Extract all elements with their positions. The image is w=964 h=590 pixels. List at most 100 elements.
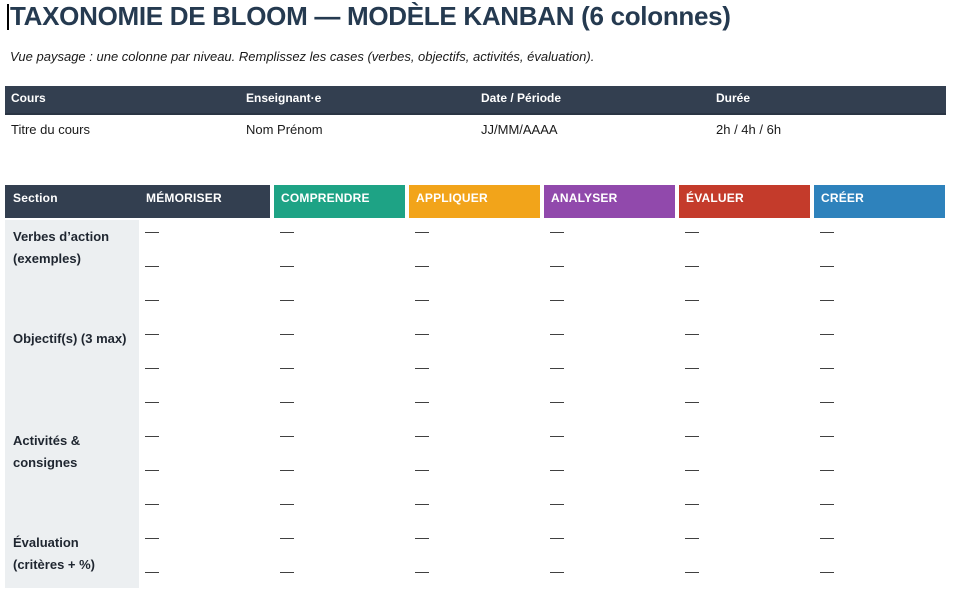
section-label-verbes: Verbes d’action (exemples)	[13, 229, 110, 266]
kanban-cell[interactable]: —	[415, 393, 429, 409]
kanban-cell[interactable]: —	[145, 529, 159, 545]
kanban-cell[interactable]: —	[145, 563, 159, 579]
kanban-cell[interactable]: —	[685, 461, 699, 477]
kanban-cell[interactable]: —	[820, 325, 834, 341]
section-label-objectifs: Objectif(s) (3 max)	[13, 331, 127, 346]
kanban-cell[interactable]: —	[685, 223, 699, 239]
page-title: TAXONOMIE DE BLOOM — MODÈLE KANBAN (6 co…	[10, 1, 731, 31]
kanban-cell[interactable]: —	[145, 495, 159, 511]
kanban-cell[interactable]: —	[415, 529, 429, 545]
kanban-cell[interactable]: —	[820, 495, 834, 511]
kanban-cell[interactable]: —	[145, 393, 159, 409]
date-cell[interactable]: JJ/MM/AAAA	[481, 122, 558, 137]
kanban-cell[interactable]: —	[820, 563, 834, 579]
kanban-cell[interactable]: —	[415, 223, 429, 239]
kanban-cell[interactable]: —	[550, 529, 564, 545]
text-cursor	[7, 4, 9, 30]
kanban-cell[interactable]: —	[415, 257, 429, 273]
kanban-cell[interactable]: —	[685, 495, 699, 511]
kanban-cell[interactable]: —	[685, 563, 699, 579]
kanban-cell[interactable]: —	[820, 359, 834, 375]
kanban-cell[interactable]: —	[280, 495, 294, 511]
kanban-cell[interactable]: —	[550, 257, 564, 273]
kanban-cell[interactable]: —	[820, 427, 834, 443]
section-label-activites: Activités & consignes	[13, 433, 81, 470]
kanban-cell[interactable]: —	[280, 291, 294, 307]
kanban-cell[interactable]: —	[685, 427, 699, 443]
kanban-cell[interactable]: —	[685, 359, 699, 375]
kanban-column-analyser: — — — — — — — — — — —	[544, 220, 675, 588]
kanban-cell[interactable]: —	[280, 461, 294, 477]
kanban-cell[interactable]: —	[685, 393, 699, 409]
kanban-cell[interactable]: —	[145, 223, 159, 239]
kanban-cell[interactable]: —	[820, 393, 834, 409]
kanban-cell[interactable]: —	[550, 291, 564, 307]
kanban-cell[interactable]: —	[685, 257, 699, 273]
column-header-creer: CRÉER	[814, 185, 945, 218]
column-header-appliquer: APPLIQUER	[409, 185, 540, 218]
kanban-cell[interactable]: —	[145, 427, 159, 443]
page-subtitle: Vue paysage : une colonne par niveau. Re…	[10, 49, 595, 64]
teacher-name-cell[interactable]: Nom Prénom	[246, 122, 323, 137]
kanban-cell[interactable]: —	[550, 393, 564, 409]
kanban-column-comprendre: — — — — — — — — — — —	[274, 220, 405, 588]
column-header-enseignant: Enseignant·e	[246, 91, 322, 105]
column-header-duree: Durée	[716, 91, 751, 105]
kanban-cell[interactable]: —	[415, 359, 429, 375]
kanban-cell[interactable]: —	[145, 291, 159, 307]
kanban-cell[interactable]: —	[820, 291, 834, 307]
kanban-cell[interactable]: —	[280, 427, 294, 443]
kanban-header-row: Section MÉMORISER COMPRENDRE APPLIQUER A…	[5, 185, 946, 218]
column-header-evaluer: ÉVALUER	[679, 185, 810, 218]
kanban-cell[interactable]: —	[550, 461, 564, 477]
kanban-cell[interactable]: —	[685, 325, 699, 341]
column-header-analyser: ANALYSER	[544, 185, 675, 218]
kanban-cell[interactable]: —	[550, 563, 564, 579]
kanban-cell[interactable]: —	[415, 563, 429, 579]
kanban-column-appliquer: — — — — — — — — — — —	[409, 220, 540, 588]
kanban-cell[interactable]: —	[820, 223, 834, 239]
kanban-cell[interactable]: —	[145, 359, 159, 375]
kanban-cell[interactable]: —	[550, 359, 564, 375]
kanban-cell[interactable]: —	[280, 223, 294, 239]
kanban-cell[interactable]: —	[280, 257, 294, 273]
kanban-body: Verbes d’action (exemples) Objectif(s) (…	[5, 220, 946, 588]
column-header-memoriser: MÉMORISER	[139, 185, 270, 218]
kanban-cell[interactable]: —	[280, 393, 294, 409]
duration-cell[interactable]: 2h / 4h / 6h	[716, 122, 782, 137]
section-label-column: Verbes d’action (exemples) Objectif(s) (…	[5, 220, 139, 588]
kanban-cell[interactable]: —	[820, 461, 834, 477]
kanban-cell[interactable]: —	[550, 495, 564, 511]
kanban-cell[interactable]: —	[415, 325, 429, 341]
kanban-cell[interactable]: —	[550, 427, 564, 443]
kanban-cell[interactable]: —	[415, 495, 429, 511]
section-label-evaluation: Évaluation (critères + %)	[13, 535, 96, 572]
column-header-cours: Cours	[11, 91, 46, 105]
column-header-comprendre: COMPRENDRE	[274, 185, 405, 218]
kanban-cell[interactable]: —	[415, 461, 429, 477]
kanban-cell[interactable]: —	[280, 529, 294, 545]
kanban-cell[interactable]: —	[685, 529, 699, 545]
kanban-cell[interactable]: —	[145, 257, 159, 273]
kanban-cell[interactable]: —	[550, 325, 564, 341]
kanban-cell[interactable]: —	[820, 529, 834, 545]
kanban-column-evaluer: — — — — — — — — — — —	[679, 220, 810, 588]
kanban-cell[interactable]: —	[415, 427, 429, 443]
course-info-header-row: Cours Enseignant·e Date / Période Durée	[5, 86, 946, 115]
kanban-column-creer: — — — — — — — — — — —	[814, 220, 945, 588]
kanban-cell[interactable]: —	[685, 291, 699, 307]
kanban-cell[interactable]: —	[280, 563, 294, 579]
kanban-cell[interactable]: —	[415, 291, 429, 307]
course-info-table: Cours Enseignant·e Date / Période Durée …	[5, 86, 946, 143]
kanban-cell[interactable]: —	[820, 257, 834, 273]
course-info-value-row: Titre du cours Nom Prénom JJ/MM/AAAA 2h …	[5, 115, 946, 143]
kanban-column-memoriser: — — — — — — — — — — —	[139, 220, 270, 588]
kanban-cell[interactable]: —	[280, 359, 294, 375]
kanban-cell[interactable]: —	[145, 325, 159, 341]
kanban-cell[interactable]: —	[550, 223, 564, 239]
course-title-cell[interactable]: Titre du cours	[11, 122, 90, 137]
column-header-date-periode: Date / Période	[481, 91, 562, 105]
kanban-cell[interactable]: —	[280, 325, 294, 341]
kanban-cell[interactable]: —	[145, 461, 159, 477]
